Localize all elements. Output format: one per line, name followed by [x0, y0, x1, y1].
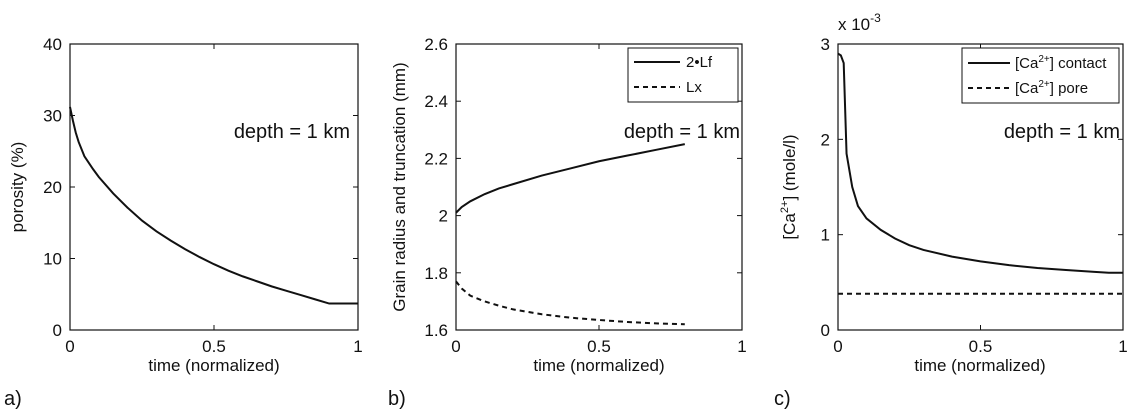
x-tick-label: 1 — [737, 337, 746, 356]
y-tick-label: 3 — [821, 35, 830, 54]
y-tick-label: 40 — [43, 35, 62, 54]
panel-b-legend-label-lx: Lx — [686, 79, 702, 96]
panel-b-2lf-line — [455, 143, 685, 214]
panel-c: 0 0.5 1 0 1 2 3 x 10-3 [Ca2+] contact [Ca2+] p… — [774, 11, 1128, 410]
x-tick-label: 0.5 — [969, 337, 993, 356]
panel-b-xlabel: time (normalized) — [533, 356, 664, 375]
panel-b-ticks — [455, 43, 743, 331]
panel-b-legend-label-2lf: 2•Lf — [686, 54, 713, 71]
x-tick-label: 1 — [353, 337, 362, 356]
panel-c-legend-label-contact: [Ca2+] contact — [1015, 54, 1107, 72]
y-tick-label: 1.6 — [424, 321, 448, 340]
y-tick-label: 10 — [43, 250, 62, 269]
y-tick-label: 2 — [821, 130, 830, 149]
y-tick-label: 2 — [439, 207, 448, 226]
panel-c-tick-labels: 0 0.5 1 0 1 2 3 — [821, 35, 1128, 356]
panel-b-lx-line — [455, 280, 685, 326]
x-tick-label: 0 — [833, 337, 842, 356]
panel-c-letter: c) — [774, 388, 791, 410]
panel-a-xlabel: time (normalized) — [148, 356, 279, 375]
y-tick-label: 2.2 — [424, 149, 448, 168]
y-tick-label: 20 — [43, 178, 62, 197]
panel-c-ylabel: [Ca2+] (mole/l) — [779, 134, 799, 239]
panel-b-legend: 2•Lf Lx — [627, 47, 739, 103]
x-tick-label: 0 — [451, 337, 460, 356]
panel-a-axes-box — [69, 43, 359, 331]
x-tick-label: 1 — [1118, 337, 1127, 356]
y-tick-label: 2.4 — [424, 92, 448, 111]
panel-c-legend-box — [961, 47, 1120, 104]
panel-b-annotation: depth = 1 km — [624, 121, 740, 143]
panel-c-ticks — [837, 43, 1124, 331]
panel-c-scale-factor: x 10-3 — [838, 11, 881, 34]
panel-a-ylabel: porosity (%) — [8, 142, 27, 233]
panel-c-annotation: depth = 1 km — [1004, 121, 1120, 143]
y-tick-label: 0 — [53, 321, 62, 340]
panel-b-letter: b) — [388, 388, 406, 410]
y-tick-label: 30 — [43, 107, 62, 126]
panel-a-annotation: depth = 1 km — [234, 121, 350, 143]
panel-c-contact-line — [837, 52, 1123, 274]
panel-b-ylabel: Grain radius and truncation (mm) — [390, 62, 409, 311]
x-tick-label: 0 — [65, 337, 74, 356]
y-tick-label: 0 — [821, 321, 830, 340]
panel-b-legend-box — [627, 47, 739, 103]
panel-a-letter: a) — [4, 388, 22, 410]
panel-b-tick-labels: 0 0.5 1 1.6 1.8 2 2.2 2.4 2.6 — [424, 35, 746, 356]
y-tick-label: 1.8 — [424, 264, 448, 283]
panel-c-legend-label-pore: [Ca2+] pore — [1015, 79, 1088, 97]
x-tick-label: 0.5 — [202, 337, 226, 356]
panel-a-ticks — [69, 43, 359, 331]
y-tick-label: 1 — [821, 226, 830, 245]
panel-c-xlabel: time (normalized) — [914, 356, 1045, 375]
panel-c-legend: [Ca2+] contact [Ca2+] pore — [961, 47, 1120, 104]
y-tick-label: 2.6 — [424, 35, 448, 54]
panel-b: 0 0.5 1 1.6 1.8 2 2.2 2.4 2.6 2•Lf Lx depth = 1 … — [388, 35, 747, 410]
panel-a-porosity-line — [69, 106, 358, 305]
x-tick-label: 0.5 — [587, 337, 611, 356]
